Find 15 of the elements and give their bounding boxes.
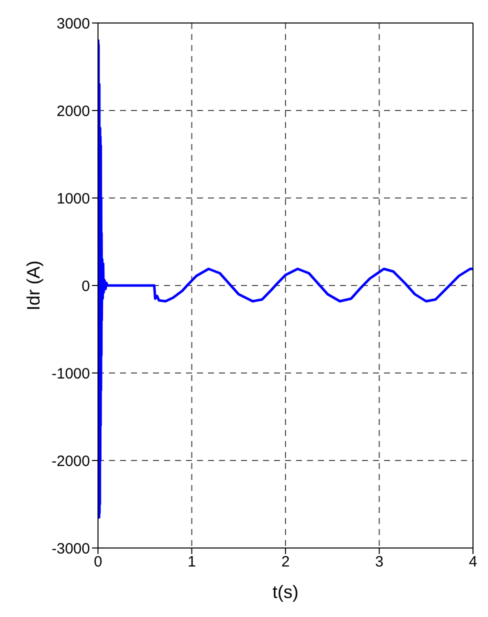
y-tick-label: 0 (82, 278, 90, 295)
y-tick-label: -2000 (52, 452, 90, 470)
y-tick-label: 2000 (56, 102, 90, 120)
x-tick-label: 0 (94, 554, 102, 571)
x-tick-label: 1 (188, 554, 196, 571)
y-tick-label: -3000 (52, 540, 90, 558)
x-axis-title: t(s) (272, 582, 298, 602)
x-tick-label: 2 (281, 554, 290, 571)
y-axis-title: Idr (A) (23, 260, 44, 311)
x-tick-label: 3 (375, 554, 384, 571)
y-tick-label: 3000 (56, 15, 90, 32)
y-tick-label: 1000 (56, 190, 90, 208)
x-tick-label: 4 (468, 554, 478, 571)
y-tick-label: -1000 (52, 365, 90, 382)
line-series (98, 39, 473, 519)
